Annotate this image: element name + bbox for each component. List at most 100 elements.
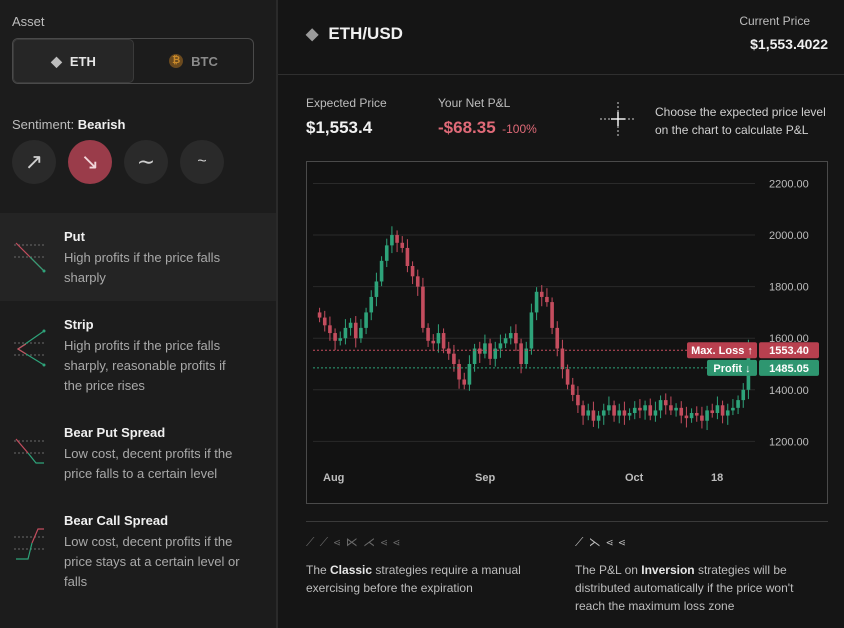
volatile-button[interactable]: ∼ [124, 140, 168, 184]
candle-body [348, 322, 353, 328]
strategy-bear-call-desc-line: price stays at a certain level or [64, 554, 240, 569]
strategy-put-desc-line: High profits if the price falls [64, 250, 221, 265]
panel-divider [276, 0, 278, 628]
candle-body [322, 317, 327, 326]
strategy-put[interactable]: Put High profits if the price falls shar… [0, 213, 276, 301]
candle-body [617, 410, 622, 416]
candle-body [498, 343, 503, 349]
current-price-value: $1,553.4022 [750, 36, 828, 52]
net-pnl-block: Your Net P&L -$68.35 -100% [438, 96, 537, 138]
sentiment-prefix: Sentiment: [12, 117, 75, 132]
max-loss-value-bg [759, 342, 819, 359]
candle-body [684, 415, 689, 419]
sentiment-label: Sentiment: Bearish [12, 117, 125, 132]
candle-body [374, 281, 379, 297]
strategy-put-title: Put [64, 229, 85, 244]
candle-body [529, 312, 534, 349]
strategy-strip[interactable]: Strip High profits if the price falls sh… [0, 301, 276, 409]
candle-body [632, 407, 637, 413]
net-pnl-pct: -100% [502, 122, 537, 136]
net-pnl-row: -$68.35 -100% [438, 118, 537, 138]
chart-hint-line: on the chart to calculate P&L [655, 123, 809, 137]
candle-body [694, 413, 699, 416]
candle-body [700, 415, 704, 421]
profit-value: 1485.05 [769, 363, 809, 375]
strategy-bear-put-desc: Low cost, decent profits if the price fa… [64, 444, 264, 484]
candle-body [539, 291, 544, 297]
expected-price-block: Expected Price $1,553.4 [306, 96, 387, 138]
candle-body [369, 296, 374, 313]
candle-body [591, 410, 596, 421]
strategy-bear-call-title: Bear Call Spread [64, 513, 169, 528]
max-loss-label: Max. Loss ↑ [691, 345, 753, 357]
bearish-button[interactable]: ↘ [68, 140, 112, 184]
candle-body [545, 296, 549, 303]
candle-body [731, 407, 735, 411]
candle-body [648, 405, 653, 416]
x-tick-label: Sep [475, 472, 495, 484]
expected-price-label: Expected Price [306, 96, 387, 110]
arrow-up-right-icon: ↗ [24, 149, 44, 174]
candle-body [674, 407, 678, 411]
candle-body [472, 348, 477, 364]
candle-body [488, 343, 492, 359]
x-tick-label: Oct [625, 472, 644, 484]
asset-eth-label: ETH [69, 53, 96, 69]
classic-icons: ⟋ ⟋ ⋖ ⋉ ⋌ ⋖ ⋖ [306, 535, 401, 550]
candle-body [457, 364, 461, 380]
candle-body [508, 333, 513, 339]
asset-label: Asset [12, 14, 45, 29]
inversion-note-post: strategies will be distributed automatic… [575, 563, 794, 613]
candle-body [400, 242, 405, 248]
candle-body [601, 410, 606, 416]
candle-body [669, 405, 673, 411]
classic-strategy-icons: ⟋ ⟋ ⋖ ⋉ ⋌ ⋖ ⋖ [306, 535, 401, 549]
bullish-button[interactable]: ↗ [12, 140, 56, 184]
candle-body [710, 410, 715, 413]
candle-body [555, 327, 560, 349]
candle-body [550, 302, 554, 328]
stable-button[interactable]: ~ [180, 140, 224, 184]
profit-value-bg [759, 359, 819, 376]
strategy-bear-call-spread[interactable]: Bear Call Spread Low cost, decent profit… [0, 497, 276, 605]
candle-body [436, 333, 441, 344]
strategy-bear-call-desc: Low cost, decent profits if the price st… [64, 532, 264, 592]
candle-body [705, 410, 709, 421]
strategy-bear-put-title: Bear Put Spread [64, 425, 166, 440]
candle-body [462, 379, 467, 385]
strategy-put-desc-line: sharply [64, 270, 106, 285]
main-panel: ◆ ETH/USD Current Price $1,553.4022 Expe… [278, 0, 844, 628]
classic-note-post: strategies require a manual exercising b… [306, 563, 521, 595]
btc-icon: ₿ [169, 54, 184, 68]
current-price-label: Current Price [739, 14, 810, 28]
sentiment-buttons: ↗ ↘ ∼ ~ [12, 140, 224, 184]
sentiment-value: Bearish [77, 117, 126, 132]
asset-eth-button[interactable]: ◆ ETH [13, 39, 134, 83]
inversion-note-bold: Inversion [641, 563, 695, 577]
candle-body [379, 260, 384, 282]
candle-body [477, 348, 482, 354]
price-chart-svg[interactable]: 2200.00 2000.00 1800.00 1600.00 1400.00 1200.… [307, 162, 827, 503]
y-tick-label: 1800.00 [769, 282, 809, 294]
candle-body [581, 405, 585, 416]
net-pnl-label: Your Net P&L [438, 96, 511, 110]
candle-body [715, 405, 720, 413]
asset-switch: ◆ ETH ₿ BTC [12, 38, 254, 84]
strategy-bear-put-spread[interactable]: Bear Put Spread Low cost, decent profits… [0, 409, 276, 497]
candle-body [493, 348, 498, 359]
wave-icon: ∼ [136, 149, 156, 174]
x-tick-label: Aug [323, 472, 344, 484]
asset-btc-button[interactable]: ₿ BTC [134, 39, 253, 83]
candle-body [421, 286, 425, 328]
candle-body [607, 405, 611, 411]
strip-payoff-icon [14, 329, 46, 367]
strategy-strip-desc-line: sharply, reasonable profits if [64, 358, 226, 373]
wave-small-icon: ~ [197, 153, 207, 170]
price-chart[interactable]: 2200.00 2000.00 1800.00 1600.00 1400.00 1200.… [306, 161, 828, 504]
candle-body [565, 369, 570, 385]
expected-price-value: $1,553.4 [306, 118, 373, 137]
candle-body [353, 322, 358, 339]
y-tick-label: 2000.00 [769, 230, 809, 242]
candle-body [576, 394, 580, 406]
profit-label: Profit ↓ [713, 363, 750, 375]
